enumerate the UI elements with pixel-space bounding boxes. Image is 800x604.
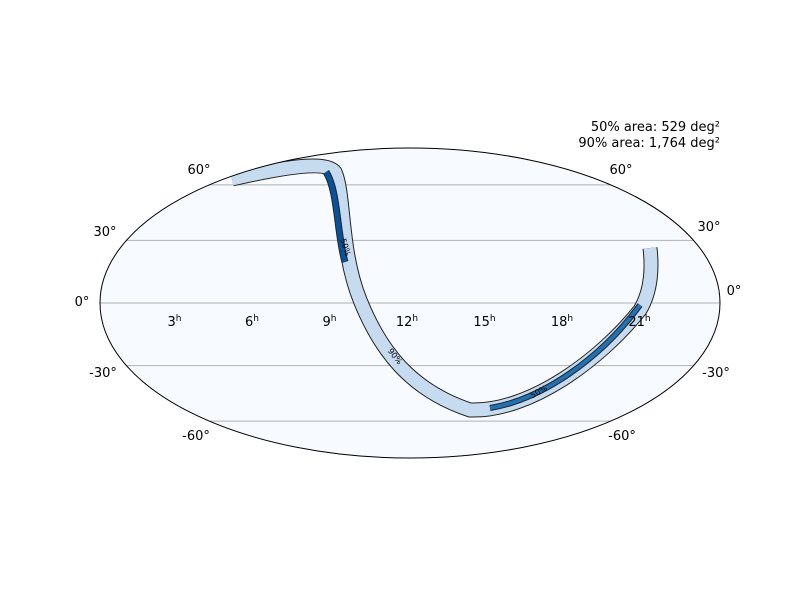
ra-hour: 3 — [168, 315, 176, 330]
ra-hour: 21 — [628, 315, 645, 330]
ra-hour: 9 — [323, 315, 331, 330]
ra-hour: 6 — [245, 315, 253, 330]
probability-contours — [230, 158, 659, 418]
ra-label: 18h — [551, 314, 573, 330]
map-border — [99, 147, 721, 459]
ra-label: 12h — [396, 314, 418, 330]
ra-label: 6h — [245, 314, 259, 330]
ra-unit: h — [567, 314, 573, 324]
ra-label: 21h — [628, 314, 650, 330]
ra-hour: 18 — [551, 315, 568, 330]
ra-unit: h — [176, 314, 182, 324]
lat-label: 0° — [75, 295, 90, 310]
contour-50 — [323, 170, 348, 263]
ra-hour: 12 — [396, 315, 413, 330]
ra-unit: h — [331, 314, 337, 324]
area-annotation: 90% area: 1,764 deg² — [578, 136, 720, 151]
ra-hour: 15 — [473, 315, 490, 330]
ra-label: 3h — [168, 314, 182, 330]
ra-unit: h — [412, 314, 418, 324]
lat-label: 30° — [697, 220, 720, 235]
contour-50 — [489, 303, 642, 410]
ra-unit: h — [490, 314, 496, 324]
lat-label: -60° — [608, 429, 636, 444]
lat-label: -30° — [702, 366, 730, 381]
ra-unit: h — [253, 314, 259, 324]
ra-label: 9h — [323, 314, 337, 330]
lat-label: -30° — [89, 366, 117, 381]
ra-label: 15h — [473, 314, 495, 330]
ra-unit: h — [645, 314, 651, 324]
graticule — [100, 184, 720, 422]
lat-label: 30° — [93, 225, 116, 240]
lat-label: 60° — [609, 163, 632, 178]
lat-label: -60° — [182, 429, 210, 444]
lat-label: 60° — [187, 163, 210, 178]
lat-label: 0° — [727, 284, 742, 299]
area-annotation: 50% area: 529 deg² — [591, 120, 720, 135]
